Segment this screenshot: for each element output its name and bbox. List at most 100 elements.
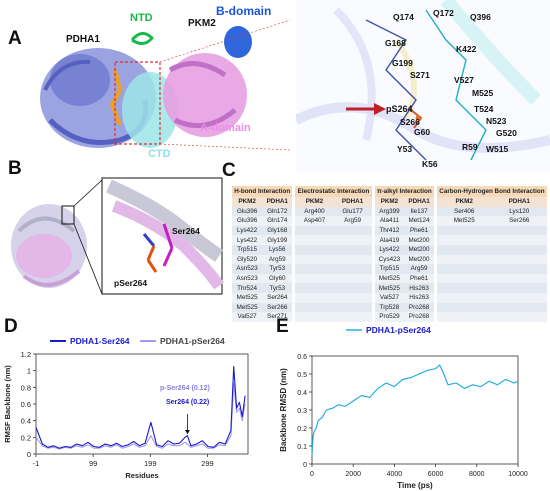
ser264-label: Ser264 (172, 226, 200, 236)
table-cell: Val527 (374, 292, 405, 303)
annotation-ser264: Ser264 (0.22) (166, 399, 209, 406)
table-cell: Phe61 (404, 273, 434, 284)
table-subheader: PKM2 (374, 197, 405, 207)
panel-d-letter: D (4, 316, 18, 337)
table-cell: Met200 (404, 244, 434, 255)
residue-label: Q396 (470, 12, 491, 22)
y-tick-label: 1.2 (21, 350, 31, 359)
residue-label: G199 (392, 58, 413, 68)
y-tick-label: 0.5 (297, 372, 307, 379)
table-subheader-row: PKM2 PDHA1 PKM2 PDHA1 PKM2 PDHA1 PKM2 PD… (232, 197, 547, 207)
table-row: Asn523 Gly60 Met525 Phe61 (232, 273, 547, 284)
table-cell (491, 225, 547, 236)
x-tick-label: 0 (310, 471, 314, 478)
series-line-1 (35, 382, 246, 450)
table-row: Lys422 Gly199 Ala419 Met200 (232, 235, 547, 245)
table-cell (333, 244, 372, 255)
table-cell (436, 273, 492, 284)
table-row: Met525 Ser264 Val527 His263 (232, 292, 547, 303)
x-tick-label: 99 (89, 459, 97, 468)
y-tick-label: 0 (303, 462, 307, 469)
table-cell (333, 302, 372, 313)
table-cell: Asp407 (295, 216, 334, 226)
y-tick-label: 0 (27, 450, 31, 459)
table-cell (436, 254, 492, 265)
table-subheader: PDHA1 (333, 197, 372, 207)
table-cell (295, 235, 334, 245)
table-row: Gly520 Arg59 Cys423 Met200 (232, 254, 547, 265)
y-tick-label: 0.2 (21, 433, 31, 442)
table-cell (333, 254, 372, 265)
table-cell (295, 302, 334, 313)
legend-item-pser264: PDHA1-pSer264 (140, 336, 225, 346)
plot-frame (311, 355, 519, 465)
table-cell: Met525 (374, 273, 405, 284)
table-subheader: PKM2 (295, 197, 334, 207)
table-cell (491, 283, 547, 293)
table-cell: Ser406 (436, 206, 492, 217)
table-cell: Ala419 (374, 235, 405, 245)
y-tick-label: 0.6 (21, 400, 31, 409)
table-cell: Gly168 (262, 225, 293, 236)
table-cell (436, 292, 492, 303)
y-tick-label: 0.8 (21, 383, 31, 392)
table-cell (491, 292, 547, 303)
table-row: Met525 Ser266 Trp528 Pro268 (232, 302, 547, 313)
table-row: Asn523 Tyr53 Trp515 Arg59 (232, 264, 547, 274)
table-cell: Ala411 (374, 216, 405, 226)
legend-label: PDHA1-Ser264 (70, 336, 130, 346)
table-cell: Trp528 (374, 302, 405, 313)
table-cell: Met525 (436, 216, 492, 226)
table-cell: Lys120 (491, 206, 547, 217)
table-cell: Arg400 (295, 206, 334, 217)
table-cell: Met200 (404, 254, 434, 265)
series-line-0 (311, 364, 519, 456)
table-cell (295, 273, 334, 284)
table-cell: His263 (404, 292, 434, 303)
table-cell (436, 225, 492, 236)
x-tick-label: 2000 (345, 471, 361, 478)
table-row: Glu396 Gln172 Arg400 Glu177 Arg399 Ile137 Ser4… (232, 206, 547, 217)
table-cell: Lys56 (262, 244, 293, 255)
table-cell (436, 235, 492, 245)
ctd-label: CTD (148, 148, 171, 160)
residue-label: K56 (422, 159, 438, 169)
table-header-row: H-bond Interaction Electrostatic Interac… (232, 186, 547, 197)
y-tick-label: 0.1 (297, 444, 307, 451)
y-tick-label: 0.4 (297, 390, 307, 397)
table-cell (295, 292, 334, 303)
table-header: Electrostatic Interaction (295, 186, 372, 197)
table-subheader: PDHA1 (262, 197, 293, 207)
table-cell (491, 312, 547, 322)
residue-label: pS264 (386, 104, 413, 114)
table-cell: Met124 (404, 216, 434, 226)
table-cell: Glu396 (232, 206, 263, 217)
table-row: Lys422 Gly168 Thr412 Phe61 (232, 225, 547, 236)
table-cell (333, 235, 372, 245)
table-subheader: PDHA1 (404, 197, 434, 207)
residue-label: R59 (462, 142, 478, 152)
table-cell: Lys422 (374, 244, 405, 255)
pkm2-label: PKM2 (188, 18, 216, 29)
interaction-table: H-bond Interaction Electrostatic Interac… (232, 186, 547, 322)
table-cell: Pro268 (404, 302, 434, 313)
table-cell (295, 264, 334, 274)
table-cell: Gln174 (262, 216, 293, 226)
residue-label: Q172 (433, 8, 454, 18)
table-cell: Pro268 (404, 312, 434, 322)
table-cell: Phe61 (404, 225, 434, 236)
x-tick-label: 10000 (508, 471, 528, 478)
legend-label: PDHA1-pSer264 (366, 325, 431, 335)
table-cell: Met525 (232, 302, 263, 313)
y-tick-label: 1 (27, 367, 31, 376)
y-tick-label: 0.2 (297, 426, 307, 433)
residue-label: Q174 (393, 12, 414, 22)
interface-zoom-sticks (296, 0, 550, 161)
table-cell: His263 (404, 283, 434, 293)
table-cell: Thr524 (232, 283, 263, 293)
table-cell: Cys423 (374, 254, 405, 265)
table-cell: Asn523 (232, 273, 263, 284)
interface-zoom-image (296, 0, 550, 172)
table-cell: Ser264 (262, 292, 293, 303)
residue-label: W515 (486, 144, 509, 154)
